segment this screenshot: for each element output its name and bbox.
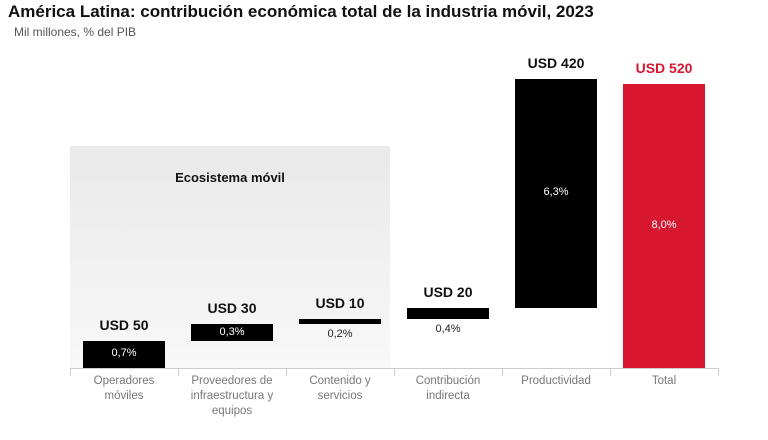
group-label: Ecosistema móvil <box>175 170 285 185</box>
value-label: USD 420 <box>527 54 585 71</box>
separator-tick <box>178 368 179 376</box>
bar <box>299 318 381 325</box>
bar <box>407 307 489 319</box>
x-tick-label: Operadores móviles <box>93 375 155 402</box>
gdp-share-label: 8,0% <box>651 219 677 231</box>
x-tick-label: Proveedores de infraestructura y equipos <box>190 375 274 417</box>
x-tick-label: Productividad <box>521 375 591 387</box>
value-label: USD 50 <box>99 316 149 333</box>
bar <box>191 324 273 341</box>
bar <box>515 78 597 308</box>
x-tick-label: Contenido y servicios <box>309 375 371 402</box>
chart-title: América Latina: contribución económica t… <box>8 2 594 21</box>
x-tick-label: Contribución indirecta <box>415 375 481 402</box>
value-label: USD 20 <box>423 283 473 300</box>
separator-tick <box>286 368 287 376</box>
separator-tick <box>394 368 395 376</box>
gdp-share-label: 0,2% <box>327 328 353 341</box>
bar <box>83 340 165 368</box>
gdp-share-label: 0,3% <box>219 325 245 338</box>
separator-tick <box>610 368 611 376</box>
gdp-share-label: 0,7% <box>111 347 137 360</box>
x-tick-label: Total <box>651 375 677 387</box>
value-label: USD 520 <box>635 60 693 76</box>
gdp-share-label: 0,4% <box>435 322 461 335</box>
gdp-share-label: 6,3% <box>543 186 569 199</box>
bar <box>623 84 705 368</box>
separator-tick <box>502 368 503 376</box>
value-label: USD 10 <box>315 294 365 311</box>
value-label: USD 30 <box>207 300 257 317</box>
separator-tick <box>718 368 719 376</box>
chart-subtitle: Mil millones, % del PIB <box>14 25 137 39</box>
separator-tick <box>70 368 71 376</box>
